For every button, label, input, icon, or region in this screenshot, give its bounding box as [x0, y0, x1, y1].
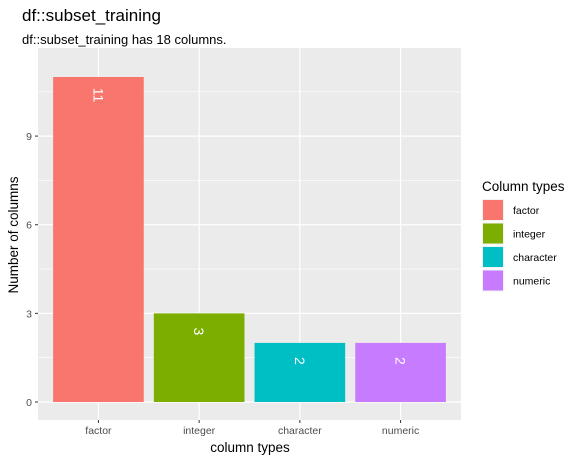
bar-character — [254, 342, 346, 402]
x-tick-label: integer — [183, 425, 216, 437]
y-tick-label: 3 — [26, 308, 32, 320]
y-axis: 0 3 6 9 — [26, 131, 38, 409]
legend-entry-label: integer — [513, 229, 546, 241]
bar-value-label: 3 — [191, 327, 207, 335]
legend-entry-label: character — [513, 252, 557, 264]
legend-entry-label: factor — [513, 205, 540, 217]
legend-swatch-integer — [483, 223, 503, 244]
bar-value-label: 11 — [90, 88, 106, 103]
legend-title: Column types — [482, 179, 565, 194]
bar-value-label: 2 — [292, 357, 308, 365]
bar-factor — [53, 77, 144, 402]
x-tick-label: factor — [85, 425, 112, 437]
x-tick-label: numeric — [382, 425, 419, 437]
bar-numeric — [355, 342, 446, 402]
chart-subtitle: df::subset_training has 18 columns. — [22, 32, 227, 47]
y-tick-label: 9 — [26, 131, 32, 143]
y-tick-label: 0 — [26, 397, 32, 409]
legend-swatch-factor — [483, 200, 503, 220]
x-axis-title: column types — [210, 440, 290, 455]
legend-swatch-numeric — [483, 270, 503, 291]
bar-labels: 11 3 2 2 — [90, 88, 408, 365]
legend: Column types factor integer character numer… — [482, 179, 565, 292]
bar-integer — [153, 313, 245, 402]
bars — [53, 77, 446, 402]
x-tick-label: character — [278, 425, 322, 437]
legend-swatch-character — [483, 247, 503, 267]
x-axis: factor integer character numeric — [85, 420, 419, 437]
bar-value-label: 2 — [393, 357, 409, 365]
y-axis-title: Number of columns — [6, 176, 21, 293]
legend-entry-label: numeric — [513, 276, 550, 288]
chart-title: df::subset_training — [22, 6, 161, 25]
y-tick-label: 6 — [26, 220, 32, 232]
